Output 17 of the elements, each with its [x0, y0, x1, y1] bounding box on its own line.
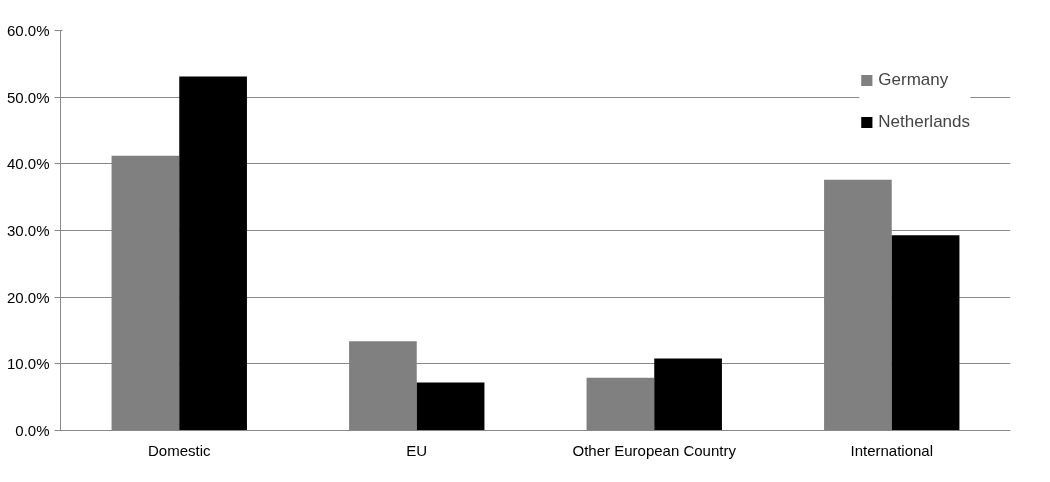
x-tick-label: International — [850, 441, 934, 459]
bar — [179, 76, 247, 431]
legend-label: Netherlands — [878, 112, 970, 132]
y-tick-label: 40.0% — [6, 155, 50, 173]
bar — [416, 382, 485, 431]
y-tick-label: 50.0% — [6, 88, 50, 106]
y-tick-label: 0.0% — [15, 422, 50, 439]
bar — [654, 358, 722, 431]
y-tick-label: 10.0% — [6, 355, 50, 373]
legend-label: Germany — [878, 70, 949, 90]
x-tick-label: Domestic — [147, 441, 212, 459]
x-tick-label: Other European Country — [572, 441, 737, 459]
y-tick-label: 20.0% — [6, 288, 50, 306]
bar — [891, 235, 960, 431]
y-tick-label: 60.0% — [6, 22, 50, 39]
y-tick-label: 30.0% — [6, 222, 50, 239]
x-tick-label: EU — [406, 441, 428, 459]
